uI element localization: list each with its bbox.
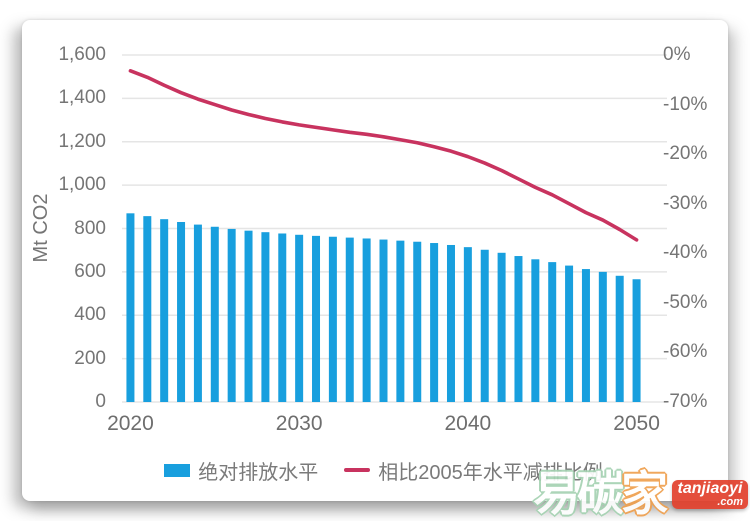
emission-bar — [244, 230, 253, 402]
right-axis-tick-label: -30% — [663, 192, 708, 214]
emission-bar — [193, 224, 202, 402]
emission-bar — [632, 279, 641, 402]
right-axis-tick-label: -10% — [663, 93, 708, 115]
emission-bar — [615, 275, 624, 402]
left-axis-tick-label: 0 — [95, 391, 106, 412]
emission-bar — [396, 240, 405, 402]
emission-bar — [227, 228, 236, 402]
bar-series-swatch-icon — [164, 463, 191, 477]
right-axis-tick-label: -70% — [663, 391, 708, 412]
legend: 绝对排放水平 相比2005年水平减排比例 — [122, 456, 645, 485]
line-series-dash-icon — [344, 468, 371, 472]
watermark-domain-badge: tanjiaoyi .com — [672, 480, 748, 509]
emission-bar — [531, 259, 540, 402]
emission-bar — [413, 241, 422, 402]
emission-bar — [345, 237, 354, 402]
right-axis-tick-label: 0% — [663, 44, 691, 65]
emission-bar — [497, 252, 506, 402]
chart-card: 1,600 1,400 1,200 1,000 800 600 400 200 0 0% -10% -… — [22, 20, 728, 501]
right-axis-tick-label: -50% — [663, 291, 708, 313]
emission-bar — [565, 265, 574, 402]
emission-bar — [143, 216, 152, 402]
emission-bar — [160, 219, 169, 402]
reduction-trend-line — [128, 69, 639, 242]
emission-bar — [295, 234, 304, 402]
watermark-char-tan: 碳 — [577, 467, 624, 520]
emission-bar — [581, 269, 590, 402]
right-axis-tick-label: -60% — [663, 341, 708, 363]
emission-bar — [379, 239, 388, 402]
x-axis-tick-label: 2030 — [275, 412, 323, 435]
emission-bar — [362, 238, 371, 402]
left-axis-tick-label: 400 — [74, 304, 106, 326]
x-axis-tick-label: 2050 — [613, 412, 660, 435]
watermark-domain-text: tanjiaoyi — [677, 479, 743, 497]
emission-bar — [210, 226, 219, 402]
x-axis-tick-label: 2020 — [107, 412, 154, 435]
line-series-label: 相比2005年水平减排比例 — [378, 461, 603, 484]
watermark-char-yi: 易 — [533, 467, 580, 520]
emission-bar — [446, 244, 455, 402]
right-axis-tick-label: -40% — [663, 242, 708, 264]
left-axis-tick-label: 1,200 — [58, 130, 106, 152]
emission-bar — [598, 271, 607, 402]
right-axis-tick-label: -20% — [663, 143, 708, 165]
emission-bar — [126, 213, 135, 402]
emission-bar — [430, 243, 439, 402]
legend-item-line: 相比2005年水平减排比例 — [344, 456, 603, 485]
watermark-domain-suffix: .com — [717, 495, 743, 508]
watermark-char-jia: 家 — [621, 467, 668, 520]
left-axis-tick-label: 1,000 — [58, 174, 106, 196]
emission-bar — [261, 232, 270, 402]
emission-bar — [278, 233, 287, 402]
left-axis-tick-label: 800 — [74, 217, 106, 239]
emission-bar — [328, 236, 337, 402]
left-axis-tick-label: 1,600 — [58, 44, 106, 65]
emission-bar — [480, 249, 489, 402]
legend-item-bars: 绝对排放水平 — [164, 456, 318, 485]
emission-bar — [177, 221, 186, 402]
chart-plot-area — [122, 54, 667, 403]
emission-bar — [548, 262, 557, 402]
site-watermark: 易 碳 家 tanjiaoyi .com — [533, 467, 748, 520]
left-axis-tick-label: 600 — [74, 260, 106, 282]
left-axis-tick-label: 200 — [74, 347, 106, 369]
bar-series-label: 绝对排放水平 — [198, 461, 319, 484]
emission-bar — [514, 256, 523, 402]
left-axis-title: Mt CO2 — [30, 193, 52, 263]
emission-bar — [312, 235, 321, 402]
emission-bar — [463, 247, 472, 402]
x-axis-tick-label: 2040 — [444, 412, 492, 435]
left-axis-tick-label: 1,400 — [58, 87, 106, 109]
